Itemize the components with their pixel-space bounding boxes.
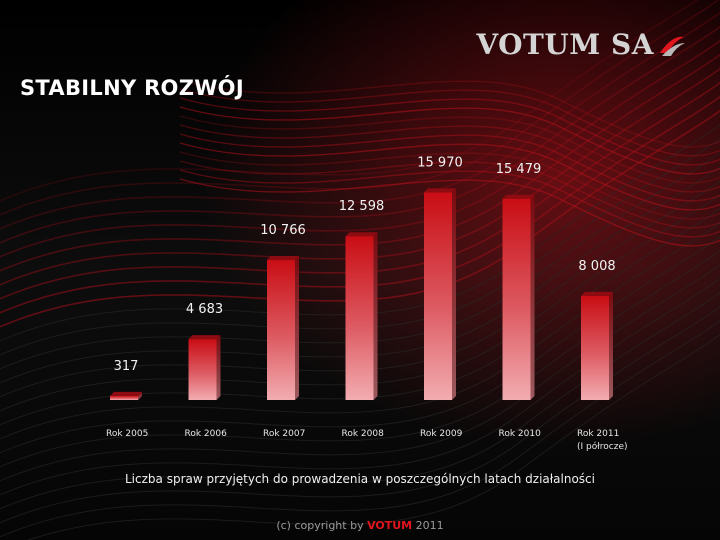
category-label: Rok 2011 (I półrocze) — [577, 429, 628, 452]
background-wave-line — [0, 53, 720, 272]
background-wave-line — [179, 178, 720, 247]
background-wave-line — [0, 250, 720, 468]
bar-side — [452, 188, 456, 400]
background-wave-line — [179, 133, 720, 202]
category-label: Rok 2006 — [185, 429, 228, 439]
bar-side — [373, 232, 378, 400]
background-wave-line — [179, 142, 720, 211]
bar-value-label: 317 — [114, 359, 139, 374]
bar — [502, 198, 531, 400]
background-wave-line — [0, 320, 720, 538]
bar-side — [138, 391, 142, 400]
bar-value-label: 10 766 — [260, 223, 306, 238]
background-wave-line — [0, 0, 720, 216]
background-wave-line — [179, 97, 720, 166]
bar — [424, 192, 452, 400]
bar-value-label: 4 683 — [186, 302, 223, 317]
bar — [110, 395, 138, 400]
background-wave-line — [179, 106, 720, 175]
category-label: Rok 2009 — [420, 429, 463, 439]
background-wave-line — [26, 334, 720, 540]
background-wave-line — [0, 236, 720, 454]
background-wave-line — [0, 124, 720, 342]
background-wave-line — [179, 151, 720, 220]
bar-top — [502, 194, 535, 199]
background-wave-line — [0, 67, 720, 286]
background-wave-line — [179, 88, 720, 157]
bar-side — [530, 194, 535, 400]
background-wave-line — [0, 222, 720, 440]
background-wave-line — [179, 79, 720, 148]
background-wave-line — [0, 264, 720, 482]
bar-side — [295, 256, 299, 400]
background-wave-line — [179, 160, 720, 229]
bar-value-label: 15 479 — [496, 162, 542, 177]
background-wave-line — [0, 0, 700, 202]
bar-top — [581, 291, 613, 296]
bar — [581, 295, 609, 400]
background-wave-line — [0, 292, 720, 510]
footer-suffix: 2011 — [412, 519, 444, 532]
logo-swoosh-icon — [660, 36, 685, 56]
chart-caption: Liczba spraw przyjętych do prowadzenia w… — [125, 472, 595, 486]
bar-top — [110, 391, 142, 396]
footer-brand: VOTUM — [367, 519, 413, 532]
background-wave-line — [179, 115, 720, 184]
background-wave-line — [0, 109, 720, 328]
bar-top — [345, 232, 378, 237]
background-wave-line — [0, 194, 720, 412]
bar-side — [609, 291, 613, 400]
background-wave-line — [0, 152, 720, 370]
category-label: Rok 2005 — [106, 429, 148, 439]
background-wave-line — [0, 25, 720, 244]
background-wave-line — [0, 81, 720, 300]
category-label: Rok 2007 — [263, 429, 305, 439]
background-wave-line — [179, 169, 720, 238]
background-wave-line — [0, 306, 720, 524]
bar — [188, 339, 217, 400]
bar-value-label: 12 598 — [339, 199, 385, 214]
background-wave-line — [0, 180, 720, 398]
logo-text: VOTUM SA — [476, 28, 654, 61]
footer-prefix: (c) copyright by — [276, 519, 368, 532]
bar-value-label: 15 970 — [417, 155, 463, 170]
bar-side — [216, 335, 221, 400]
bar — [345, 236, 374, 400]
bar-top — [267, 256, 299, 261]
background-wave-line — [179, 124, 720, 193]
background-wave-line — [0, 166, 720, 384]
slide-title: STABILNY ROZWÓJ — [20, 76, 244, 100]
votum-logo: VOTUM SA — [476, 28, 686, 61]
background-wave-line — [0, 39, 720, 258]
copyright-footer: (c) copyright by VOTUM 2011 — [0, 519, 720, 532]
bar — [267, 260, 295, 400]
background-wave-line — [0, 11, 720, 230]
category-label: Rok 2010 — [499, 429, 542, 439]
background-wave-line — [0, 95, 720, 314]
bar-value-label: 8 008 — [578, 259, 615, 274]
bar-top — [188, 335, 221, 340]
category-label: Rok 2008 — [342, 429, 385, 439]
background-wave-line — [0, 138, 720, 356]
bar-top — [424, 188, 456, 193]
background-wave-line — [0, 278, 720, 496]
